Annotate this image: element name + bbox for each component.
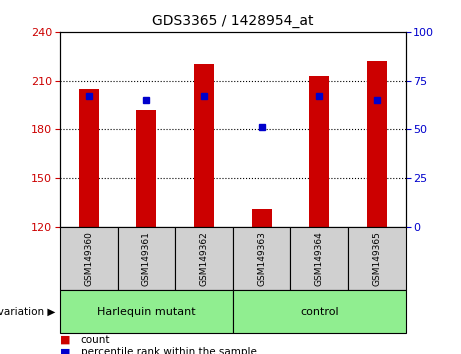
Text: GSM149361: GSM149361 [142,231,151,286]
Text: GSM149365: GSM149365 [372,231,381,286]
Bar [118,227,175,290]
Bar [233,290,406,333]
Text: GSM149364: GSM149364 [315,231,324,286]
Text: control: control [300,307,338,316]
Bar [367,61,387,227]
Bar [290,227,348,290]
Bar [60,227,118,290]
Text: GSM149363: GSM149363 [257,231,266,286]
Text: GSM149362: GSM149362 [200,231,208,286]
Bar [194,64,214,227]
Bar [348,227,406,290]
Text: percentile rank within the sample: percentile rank within the sample [81,347,257,354]
Bar [60,290,233,333]
Bar [136,110,156,227]
Bar [309,76,329,227]
Text: genotype/variation ▶: genotype/variation ▶ [0,307,55,316]
Title: GDS3365 / 1428954_at: GDS3365 / 1428954_at [152,14,313,28]
Bar [79,88,99,227]
Text: GSM149360: GSM149360 [84,231,93,286]
Text: Harlequin mutant: Harlequin mutant [97,307,195,316]
Text: ■: ■ [60,347,71,354]
Bar [233,227,290,290]
Text: count: count [81,335,110,345]
Bar [175,227,233,290]
Text: ■: ■ [60,335,71,345]
Bar [252,209,272,227]
